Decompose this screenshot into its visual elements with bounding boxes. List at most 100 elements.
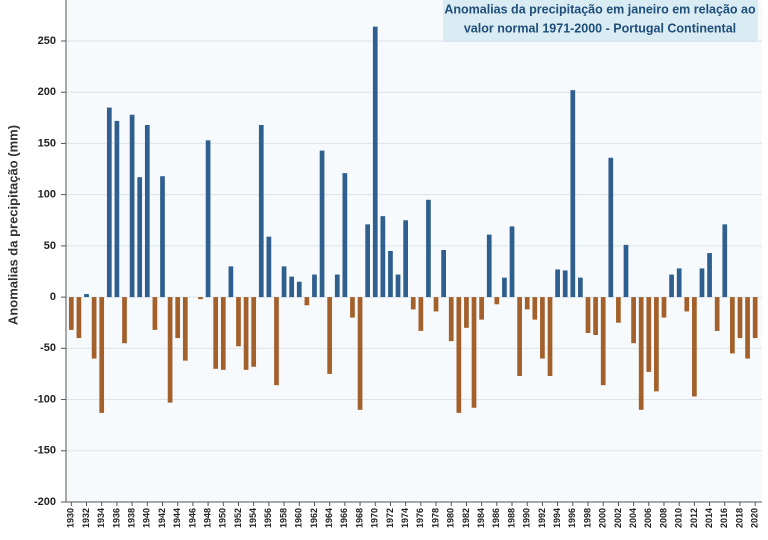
bar bbox=[296, 281, 302, 298]
bar bbox=[638, 297, 644, 410]
bar bbox=[106, 107, 112, 298]
bar bbox=[593, 297, 598, 336]
bar bbox=[213, 297, 219, 369]
x-tick-label: 1988 bbox=[506, 508, 516, 528]
bar bbox=[555, 269, 560, 298]
x-tick-label: 1934 bbox=[96, 508, 106, 528]
x-tick-label: 1972 bbox=[385, 508, 395, 528]
y-tick-label: 150 bbox=[38, 137, 56, 149]
bar bbox=[669, 274, 674, 298]
bar bbox=[654, 297, 659, 392]
x-tick-label: 1978 bbox=[430, 508, 440, 528]
x-tick-label: 1998 bbox=[582, 508, 592, 528]
y-tick-label: -200 bbox=[34, 496, 56, 508]
x-tick-label: 2018 bbox=[734, 508, 744, 528]
y-tick-label: 250 bbox=[38, 35, 56, 47]
bar bbox=[152, 297, 158, 330]
bar bbox=[616, 297, 621, 323]
bar bbox=[220, 297, 226, 370]
y-tick-label: 0 bbox=[50, 291, 56, 303]
x-tick-label: 1960 bbox=[294, 508, 304, 528]
x-tick-label: 2006 bbox=[643, 508, 653, 528]
bar bbox=[395, 274, 401, 298]
x-tick-label: 1958 bbox=[278, 508, 288, 528]
bar bbox=[198, 297, 203, 300]
x-tick-label: 1982 bbox=[461, 508, 471, 528]
bar bbox=[714, 297, 720, 331]
x-tick-label: 1966 bbox=[339, 508, 349, 528]
bar bbox=[304, 297, 310, 306]
x-tick-label: 1980 bbox=[446, 508, 456, 528]
bar bbox=[600, 297, 606, 386]
bar bbox=[258, 124, 264, 298]
bar bbox=[745, 297, 750, 359]
bar bbox=[160, 176, 165, 298]
bar bbox=[692, 297, 697, 397]
bar bbox=[205, 140, 211, 298]
bar bbox=[752, 297, 758, 339]
x-tick-label: 1984 bbox=[476, 508, 486, 528]
bar bbox=[540, 297, 545, 359]
bar bbox=[570, 90, 576, 298]
bar bbox=[623, 244, 629, 298]
bar bbox=[274, 297, 279, 386]
bar bbox=[365, 224, 371, 298]
bar bbox=[517, 297, 522, 376]
bar bbox=[547, 297, 553, 376]
bar bbox=[707, 253, 712, 298]
bar bbox=[509, 226, 515, 298]
bar bbox=[243, 297, 249, 370]
bar bbox=[433, 297, 439, 312]
plot-area bbox=[66, 0, 762, 502]
bar bbox=[289, 276, 295, 298]
x-tick-label: 1944 bbox=[172, 508, 182, 528]
bar bbox=[84, 294, 89, 298]
chart-title: valor normal 1971-2000 - Portugal Contin… bbox=[464, 21, 736, 35]
bar bbox=[684, 297, 690, 312]
bar bbox=[182, 297, 188, 361]
bar bbox=[129, 114, 135, 298]
bar bbox=[251, 297, 257, 367]
bar bbox=[441, 249, 446, 298]
y-tick-label: 200 bbox=[38, 86, 56, 98]
bar bbox=[122, 297, 127, 344]
x-tick-label: 1962 bbox=[309, 508, 319, 528]
bar bbox=[722, 224, 728, 298]
bar bbox=[448, 297, 454, 342]
bar bbox=[502, 277, 507, 298]
bar bbox=[144, 124, 150, 298]
x-tick-label: 1950 bbox=[218, 508, 228, 528]
x-tick-label: 1954 bbox=[248, 508, 258, 528]
bar bbox=[281, 266, 287, 298]
bar bbox=[471, 297, 477, 408]
bar bbox=[137, 177, 143, 298]
bar bbox=[342, 173, 348, 298]
bar bbox=[91, 297, 97, 359]
x-tick-label: 2012 bbox=[689, 508, 699, 528]
bar bbox=[646, 297, 652, 372]
x-tick-label: 1940 bbox=[142, 508, 152, 528]
bar bbox=[327, 297, 333, 374]
y-axis-label: Anomalias da precipitação (mm) bbox=[5, 125, 20, 325]
bar bbox=[388, 251, 393, 298]
bar bbox=[167, 297, 173, 403]
bar bbox=[730, 297, 735, 354]
x-tick-label: 2014 bbox=[704, 508, 714, 528]
bar bbox=[479, 297, 484, 320]
x-tick-label: 2004 bbox=[628, 508, 638, 528]
x-tick-label: 1992 bbox=[537, 508, 547, 528]
bar bbox=[68, 297, 74, 330]
y-tick-label: 50 bbox=[44, 240, 56, 252]
bar bbox=[175, 297, 181, 339]
bar bbox=[99, 297, 105, 413]
y-tick-label: -50 bbox=[40, 342, 56, 354]
bar bbox=[114, 120, 120, 298]
bar bbox=[372, 26, 378, 298]
x-tick-label: 1986 bbox=[491, 508, 501, 528]
x-tick-label: 1996 bbox=[567, 508, 577, 528]
x-tick-label: 2010 bbox=[674, 508, 684, 528]
x-tick-label: 2002 bbox=[613, 508, 623, 528]
x-tick-label: 2008 bbox=[658, 508, 668, 528]
title-box bbox=[443, 0, 758, 42]
